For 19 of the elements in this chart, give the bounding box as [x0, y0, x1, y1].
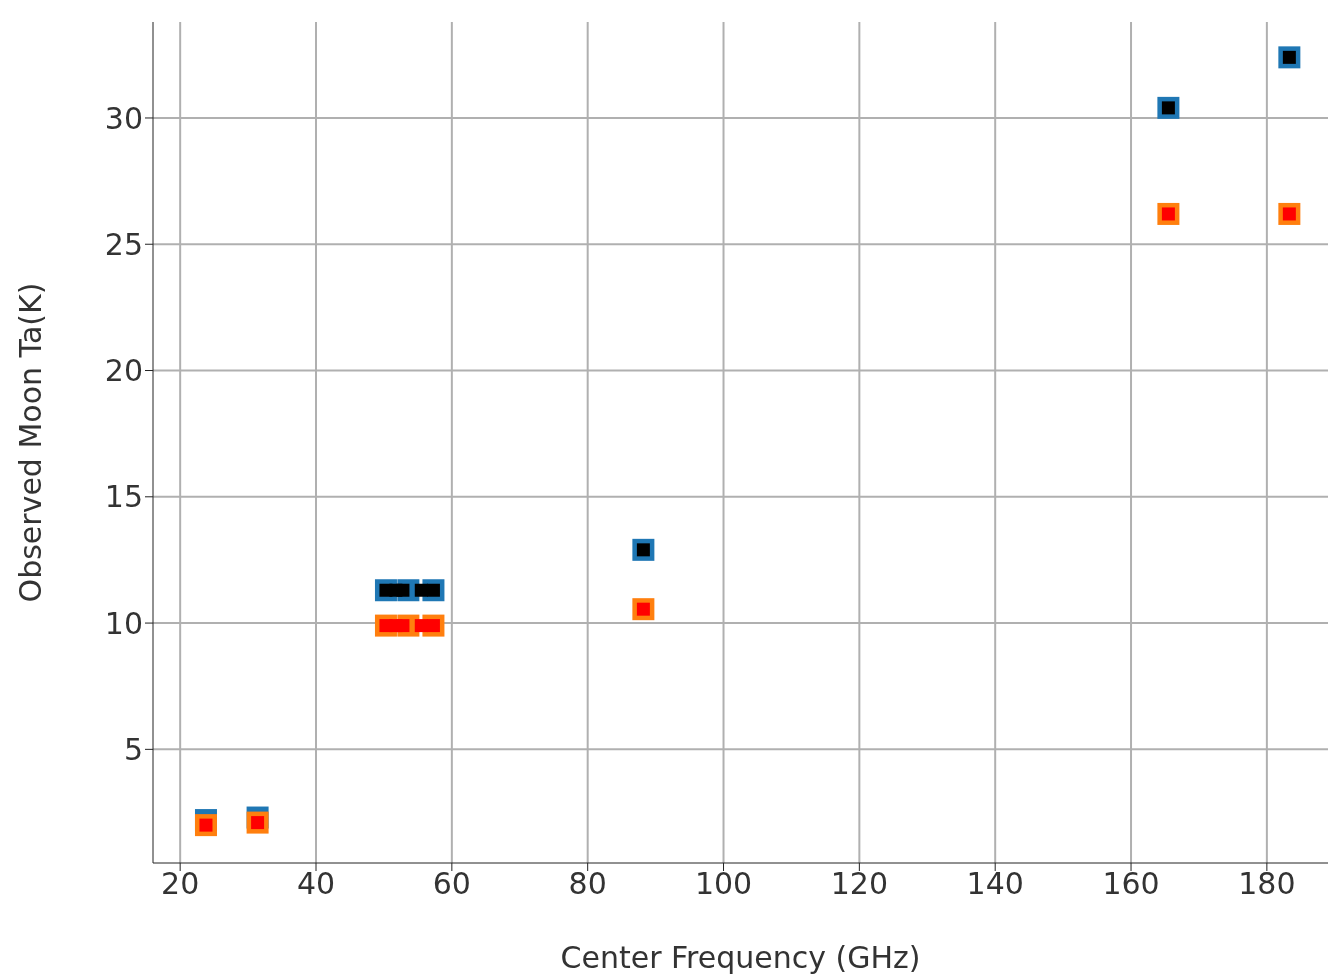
x-tick-label: 80	[568, 866, 607, 902]
y-tick-label: 10	[104, 605, 143, 641]
x-tick-label: 40	[296, 866, 336, 902]
x-tick-label: 120	[830, 866, 888, 902]
y-tick-label: 25	[104, 226, 143, 262]
y-tick-label: 20	[104, 353, 143, 389]
x-tick-label: 160	[1102, 866, 1160, 902]
y-tick-label: 15	[104, 479, 143, 515]
y-tick-label: 30	[104, 100, 143, 136]
y-tick-label: 5	[123, 732, 143, 767]
x-tick-label: 100	[694, 866, 753, 902]
x-axis-title: Center Frequency (GHz)	[560, 940, 921, 975]
point	[414, 619, 428, 633]
y-axis-title: Observed Moon Ta(K)	[12, 282, 48, 603]
x-tick-label: 180	[1238, 866, 1296, 902]
x-tick-label: 20	[161, 866, 200, 902]
x-tick-label: 140	[966, 866, 1024, 902]
point	[414, 583, 428, 597]
x-tick-label: 60	[432, 866, 471, 902]
